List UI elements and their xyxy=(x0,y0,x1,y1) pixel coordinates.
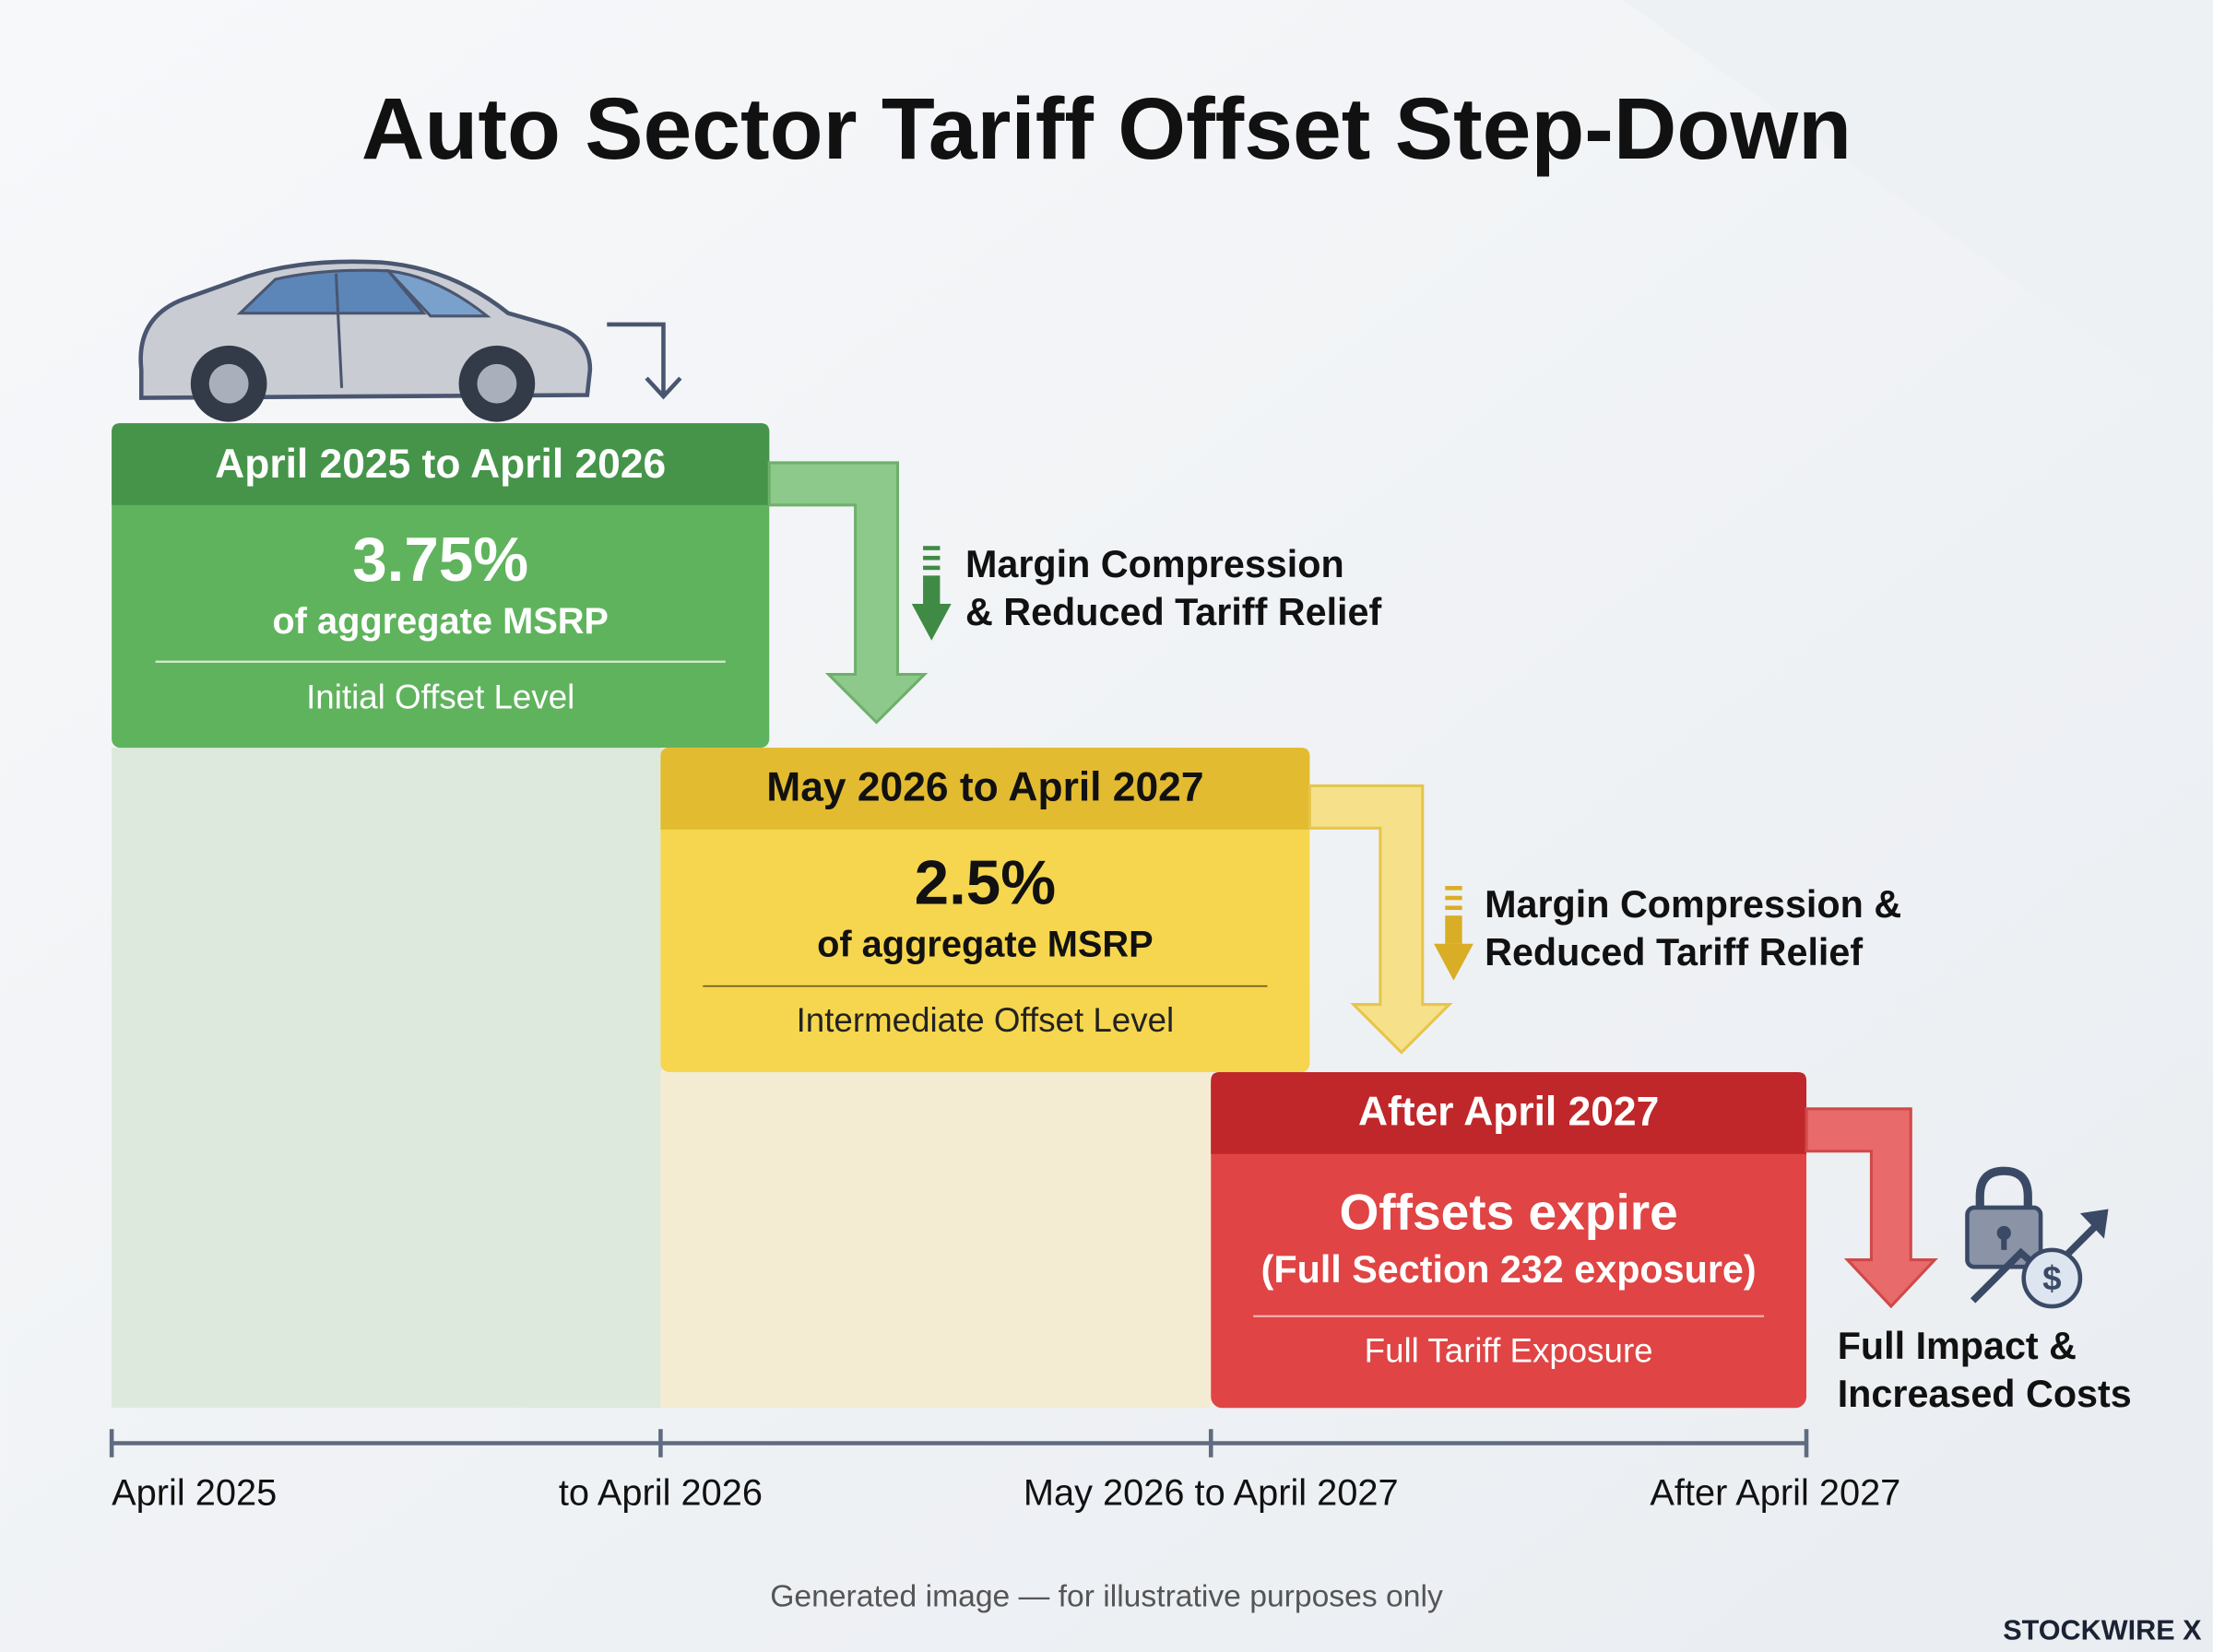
timeline-label: May 2026 to April 2027 xyxy=(1024,1473,1399,1514)
step-icon xyxy=(607,322,682,400)
stage-level: Full Tariff Exposure xyxy=(1365,1331,1653,1369)
stage-period: May 2026 to April 2027 xyxy=(766,765,1203,810)
stage-value: Offsets expire xyxy=(1339,1184,1677,1241)
annotation: Reduced Tariff Relief xyxy=(1485,931,1863,974)
timeline-label: to April 2026 xyxy=(559,1473,763,1514)
brand: STOCKWIRE X xyxy=(2003,1615,2202,1646)
stage-unit: (Full Section 232 exposure) xyxy=(1261,1248,1757,1291)
stage-header xyxy=(112,423,770,505)
stage-unit: of aggregate MSRP xyxy=(272,601,609,642)
stage-card xyxy=(1211,1072,1807,1409)
annotation: Margin Compression xyxy=(965,543,1344,585)
step-arrow xyxy=(767,461,929,725)
stage-period: After April 2027 xyxy=(1358,1090,1659,1135)
stage-level: Initial Offset Level xyxy=(306,678,574,716)
annotation: Increased Costs xyxy=(1838,1373,2132,1415)
title: Auto Sector Tariff Offset Step-Down xyxy=(361,80,1852,178)
stage-unit: of aggregate MSRP xyxy=(817,924,1154,964)
annotation: Full Impact & xyxy=(1838,1325,2077,1367)
stage-period: April 2025 to April 2026 xyxy=(215,442,666,487)
annotation: & Reduced Tariff Relief xyxy=(965,591,1382,633)
bg-shape xyxy=(1623,0,2213,424)
stage-value: 3.75% xyxy=(352,525,528,595)
cost-icon: $ xyxy=(1965,1166,2109,1309)
car-icon xyxy=(138,259,593,422)
decline-icon xyxy=(911,546,952,641)
annotation: Margin Compression & xyxy=(1485,883,1901,926)
footer-note: Generated image — for illustrative purpo… xyxy=(770,1580,1443,1614)
stage-fill xyxy=(112,748,662,1409)
stage-level: Intermediate Offset Level xyxy=(797,1001,1175,1039)
step-arrow xyxy=(1805,1107,1938,1309)
decline-icon xyxy=(1434,886,1473,981)
step-arrow xyxy=(1308,784,1453,1055)
stage-header xyxy=(1211,1072,1807,1154)
svg-text:$: $ xyxy=(2042,1259,2061,1297)
stage-header xyxy=(660,748,1310,830)
stage-fill xyxy=(660,1072,1212,1409)
stage-value: 2.5% xyxy=(915,848,1056,917)
timeline-label: April 2025 xyxy=(112,1473,277,1514)
timeline-label: After April 2027 xyxy=(1650,1473,1900,1514)
